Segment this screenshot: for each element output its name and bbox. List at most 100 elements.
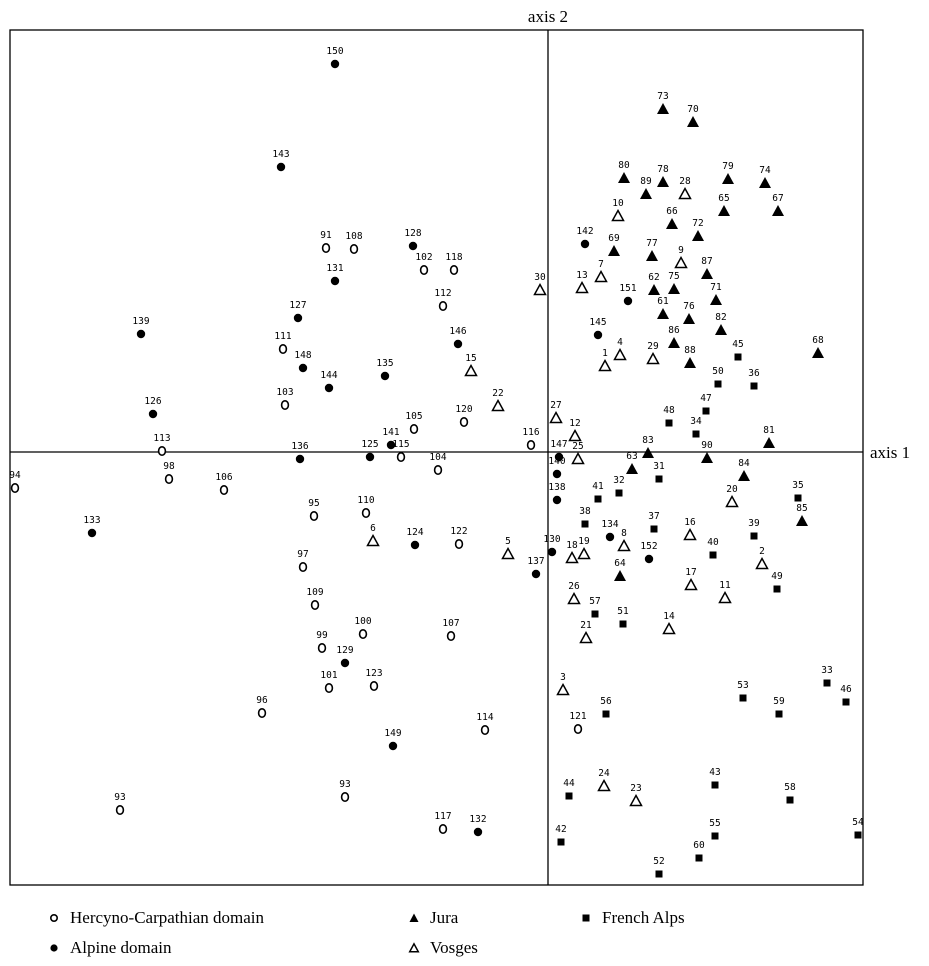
open-triangle-marker (678, 186, 692, 200)
filled-circle-marker (324, 383, 334, 393)
data-point: 56 (600, 696, 612, 718)
data-point: 109 (306, 587, 324, 610)
filled-triangle-marker (684, 357, 696, 368)
data-point: 80 (618, 160, 630, 183)
filled-square-marker (655, 870, 663, 878)
data-point: 52 (653, 856, 665, 878)
filled-square-marker (615, 489, 623, 497)
filled-circle-marker (298, 363, 308, 373)
data-point: 88 (684, 345, 696, 368)
data-point: 50 (712, 366, 724, 388)
open-triangle-marker (556, 682, 570, 696)
point-label: 101 (320, 670, 337, 681)
point-label: 124 (406, 527, 423, 538)
open-circle-marker (317, 642, 327, 653)
filled-triangle-marker (618, 172, 630, 183)
point-label: 24 (598, 768, 610, 779)
open-triangle-marker (577, 546, 591, 560)
data-point: 128 (404, 228, 422, 251)
data-point: 19 (577, 536, 591, 560)
data-point: 47 (700, 393, 712, 415)
point-label: 48 (663, 405, 675, 416)
filled-circle-marker (473, 827, 483, 837)
point-label: 5 (505, 536, 511, 547)
point-label: 137 (527, 556, 544, 567)
filled-circle-marker (340, 658, 350, 668)
open-triangle-marker (594, 269, 608, 283)
data-point: 96 (256, 695, 268, 718)
data-point: 25 (571, 441, 585, 465)
filled-triangle-marker (763, 437, 775, 448)
filled-square-marker (714, 380, 722, 388)
data-point: 130 (543, 534, 561, 557)
point-label: 46 (840, 684, 852, 695)
filled-square-marker (786, 796, 794, 804)
data-point: 101 (320, 670, 338, 693)
filled-triangle-marker (648, 284, 660, 295)
data-point: 89 (640, 176, 652, 199)
data-point: 127 (289, 300, 307, 323)
data-point: 28 (678, 176, 692, 200)
open-circle-marker (340, 791, 350, 802)
filled-circle-marker (531, 569, 541, 579)
data-point: 116 (522, 427, 540, 450)
axis-2-title: axis 2 (528, 7, 568, 26)
open-circle-marker (298, 561, 308, 572)
point-label: 146 (449, 326, 466, 337)
filled-square-marker (842, 698, 850, 706)
filled-circle-marker (580, 239, 590, 249)
filled-circle-marker (644, 554, 654, 564)
point-label: 10 (612, 198, 624, 209)
data-point: 82 (715, 312, 727, 335)
point-label: 69 (608, 233, 620, 244)
open-circle-marker (115, 804, 125, 815)
data-point: 63 (626, 451, 638, 474)
point-label: 89 (640, 176, 652, 187)
point-label: 125 (361, 439, 378, 450)
legend-label-vosges: Vosges (430, 938, 478, 957)
data-point: 94 (9, 470, 21, 493)
filled-square-marker (650, 525, 658, 533)
filled-circle-marker (380, 371, 390, 381)
data-point: 66 (666, 206, 678, 229)
data-point: 95 (308, 498, 320, 521)
open-circle-marker (454, 538, 464, 549)
point-label: 23 (630, 783, 641, 794)
filled-triangle-marker (657, 308, 669, 319)
data-point: 32 (613, 475, 625, 497)
filled-circle-marker (547, 547, 557, 557)
open-circle-marker (349, 244, 359, 255)
data-point: 123 (365, 668, 383, 691)
filled-square-marker (702, 407, 710, 415)
data-point: 113 (153, 433, 171, 456)
data-point: 4 (613, 337, 627, 361)
data-point: 69 (608, 233, 620, 256)
data-point: 90 (701, 440, 713, 463)
point-label: 50 (712, 366, 724, 377)
point-label: 29 (647, 341, 659, 352)
point-label: 84 (738, 458, 750, 469)
point-label: 20 (726, 484, 738, 495)
data-point: 17 (684, 567, 698, 591)
point-label: 90 (701, 440, 713, 451)
point-label: 32 (613, 475, 624, 486)
data-point: 144 (320, 370, 338, 393)
point-label: 115 (392, 439, 409, 450)
filled-circle-marker (148, 409, 158, 419)
open-triangle-marker (646, 351, 660, 365)
open-triangle-marker (597, 778, 611, 792)
filled-triangle-marker (614, 570, 626, 581)
point-label: 63 (626, 451, 637, 462)
open-triangle-icon (408, 942, 420, 953)
filled-triangle-marker (701, 452, 713, 463)
point-label: 136 (291, 441, 308, 452)
open-triangle-marker (683, 527, 697, 541)
open-circle-marker (573, 723, 583, 734)
filled-circle-marker (330, 59, 340, 69)
data-point: 142 (576, 226, 594, 249)
open-circle-marker (157, 445, 167, 456)
filled-triangle-marker (701, 268, 713, 279)
open-triangle-marker (613, 347, 627, 361)
data-point: 125 (361, 439, 379, 462)
